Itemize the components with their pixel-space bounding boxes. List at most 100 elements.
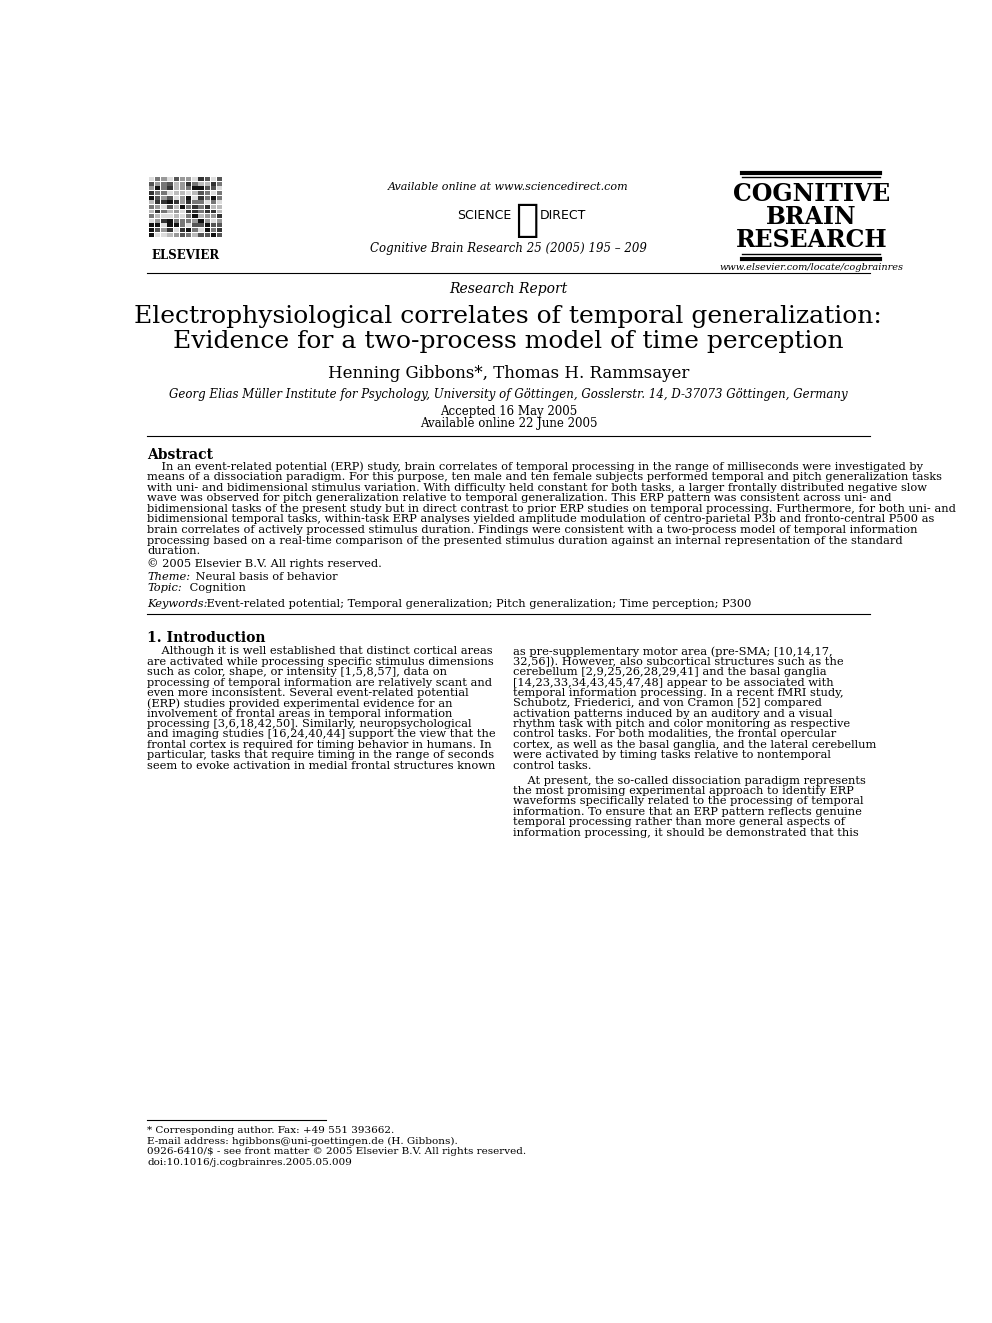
- Bar: [204, 196, 210, 200]
- Text: the most promising experimental approach to identify ERP: the most promising experimental approach…: [513, 786, 854, 796]
- Bar: [217, 233, 222, 237]
- Text: with uni- and bidimensional stimulus variation. With difficulty held constant fo: with uni- and bidimensional stimulus var…: [147, 483, 928, 492]
- Bar: [186, 233, 191, 237]
- Bar: [174, 187, 179, 191]
- Bar: [217, 177, 222, 181]
- Bar: [192, 224, 197, 228]
- Bar: [186, 187, 191, 191]
- Bar: [192, 191, 197, 194]
- Bar: [192, 181, 197, 185]
- Bar: [149, 187, 154, 191]
- Bar: [210, 218, 216, 222]
- Bar: [161, 228, 167, 232]
- Text: Event-related potential; Temporal generalization; Pitch generalization; Time per: Event-related potential; Temporal genera…: [203, 598, 751, 609]
- Bar: [186, 196, 191, 200]
- Text: control tasks.: control tasks.: [513, 761, 591, 771]
- Bar: [186, 218, 191, 222]
- Bar: [180, 181, 186, 185]
- Bar: [210, 187, 216, 191]
- Bar: [174, 196, 179, 200]
- Text: Research Report: Research Report: [449, 282, 567, 296]
- Text: were activated by timing tasks relative to nontemporal: were activated by timing tasks relative …: [513, 750, 831, 761]
- Bar: [174, 214, 179, 218]
- Bar: [180, 191, 186, 194]
- Bar: [174, 181, 179, 185]
- Bar: [161, 214, 167, 218]
- Bar: [210, 209, 216, 213]
- Text: activation patterns induced by an auditory and a visual: activation patterns induced by an audito…: [513, 709, 832, 718]
- Text: ·: ·: [579, 206, 583, 220]
- Bar: [161, 181, 167, 185]
- Bar: [168, 224, 173, 228]
- Text: Topic:: Topic:: [147, 583, 182, 593]
- Bar: [149, 224, 154, 228]
- Bar: [198, 224, 203, 228]
- Bar: [168, 181, 173, 185]
- Bar: [210, 181, 216, 185]
- Bar: [168, 187, 173, 191]
- Text: control tasks. For both modalities, the frontal opercular: control tasks. For both modalities, the …: [513, 729, 836, 740]
- Bar: [210, 205, 216, 209]
- Bar: [174, 205, 179, 209]
- Bar: [180, 209, 186, 213]
- Text: Theme:: Theme:: [147, 573, 190, 582]
- Text: Available online 22 June 2005: Available online 22 June 2005: [420, 418, 597, 430]
- Text: ⓐ: ⓐ: [516, 201, 539, 239]
- Text: rhythm task with pitch and color monitoring as respective: rhythm task with pitch and color monitor…: [513, 720, 850, 729]
- Bar: [174, 200, 179, 204]
- Text: are activated while processing specific stimulus dimensions: are activated while processing specific …: [147, 656, 494, 667]
- Bar: [204, 191, 210, 194]
- Bar: [174, 218, 179, 222]
- Bar: [149, 177, 154, 181]
- Text: Electrophysiological correlates of temporal generalization:: Electrophysiological correlates of tempo…: [135, 306, 882, 328]
- Bar: [217, 181, 222, 185]
- Bar: [161, 218, 167, 222]
- Text: Cognition: Cognition: [186, 583, 246, 593]
- Bar: [204, 228, 210, 232]
- Bar: [161, 187, 167, 191]
- Text: Georg Elias Müller Institute for Psychology, University of Göttingen, Gosslerstr: Georg Elias Müller Institute for Psychol…: [169, 388, 848, 401]
- Text: processing of temporal information are relatively scant and: processing of temporal information are r…: [147, 677, 492, 688]
- Bar: [204, 209, 210, 213]
- Bar: [210, 191, 216, 194]
- Text: At present, the so-called dissociation paradigm represents: At present, the so-called dissociation p…: [513, 775, 866, 786]
- Bar: [217, 200, 222, 204]
- Bar: [217, 224, 222, 228]
- Bar: [168, 218, 173, 222]
- Bar: [198, 187, 203, 191]
- Bar: [161, 191, 167, 194]
- Bar: [174, 233, 179, 237]
- Text: RESEARCH: RESEARCH: [735, 228, 887, 253]
- Bar: [174, 228, 179, 232]
- Text: Keywords:: Keywords:: [147, 598, 207, 609]
- Bar: [192, 200, 197, 204]
- Text: frontal cortex is required for timing behavior in humans. In: frontal cortex is required for timing be…: [147, 740, 492, 750]
- Bar: [149, 200, 154, 204]
- Text: cerebellum [2,9,25,26,28,29,41] and the basal ganglia: cerebellum [2,9,25,26,28,29,41] and the …: [513, 667, 826, 677]
- Bar: [168, 205, 173, 209]
- Bar: [149, 205, 154, 209]
- Bar: [198, 214, 203, 218]
- Bar: [186, 228, 191, 232]
- Text: processing based on a real-time comparison of the presented stimulus duration ag: processing based on a real-time comparis…: [147, 536, 903, 546]
- Bar: [186, 209, 191, 213]
- Text: Accepted 16 May 2005: Accepted 16 May 2005: [439, 405, 577, 418]
- Bar: [217, 209, 222, 213]
- Bar: [155, 228, 161, 232]
- Bar: [186, 177, 191, 181]
- Bar: [198, 191, 203, 194]
- Text: © 2005 Elsevier B.V. All rights reserved.: © 2005 Elsevier B.V. All rights reserved…: [147, 558, 382, 569]
- Bar: [168, 200, 173, 204]
- Bar: [217, 218, 222, 222]
- Text: 32,56]). However, also subcortical structures such as the: 32,56]). However, also subcortical struc…: [513, 656, 843, 667]
- Bar: [161, 205, 167, 209]
- Bar: [186, 181, 191, 185]
- Bar: [155, 233, 161, 237]
- Bar: [192, 187, 197, 191]
- Text: BRAIN: BRAIN: [766, 205, 857, 229]
- Text: cortex, as well as the basal ganglia, and the lateral cerebellum: cortex, as well as the basal ganglia, an…: [513, 740, 876, 750]
- Text: involvement of frontal areas in temporal information: involvement of frontal areas in temporal…: [147, 709, 452, 718]
- Text: Evidence for a two-process model of time perception: Evidence for a two-process model of time…: [173, 329, 844, 353]
- Text: doi:10.1016/j.cogbrainres.2005.05.009: doi:10.1016/j.cogbrainres.2005.05.009: [147, 1158, 352, 1167]
- Bar: [149, 233, 154, 237]
